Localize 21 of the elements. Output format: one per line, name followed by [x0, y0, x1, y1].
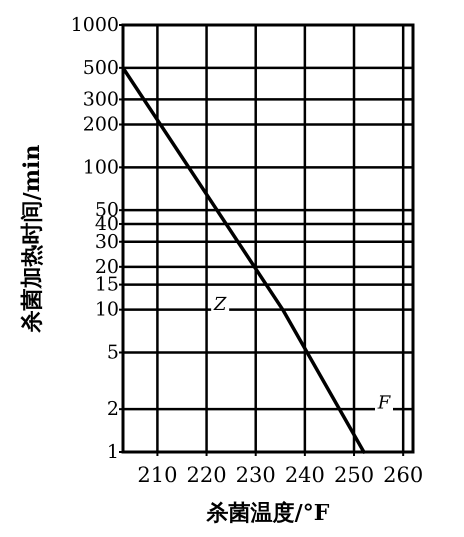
y-tick-label: 1	[106, 441, 119, 463]
y-tick-label: 1000	[70, 14, 119, 36]
annotation: Z	[212, 294, 227, 316]
y-tick-label: 10	[94, 298, 119, 321]
y-tick-label: 100	[82, 156, 119, 178]
y-tick-label: 300	[82, 88, 119, 110]
y-axis-title: 杀菌加热时间/min	[19, 144, 45, 334]
y-tick-label: 200	[82, 113, 119, 136]
annotation: F	[376, 392, 392, 414]
x-axis-title: 杀菌温度/°F	[206, 500, 330, 526]
y-tick-label: 5	[106, 342, 119, 364]
y-tick-label: 15	[94, 274, 119, 296]
x-tick-label: 230	[236, 463, 276, 487]
x-tick-label: 250	[334, 463, 374, 487]
x-tick-label: 260	[383, 463, 424, 487]
y-tick-label: 30	[94, 230, 119, 253]
y-tick-label: 2	[106, 398, 119, 420]
y-tick-label: 500	[82, 56, 119, 79]
x-tick-label: 220	[186, 463, 227, 487]
x-tick-label: 240	[284, 463, 325, 487]
x-tick-label: 210	[137, 463, 178, 487]
